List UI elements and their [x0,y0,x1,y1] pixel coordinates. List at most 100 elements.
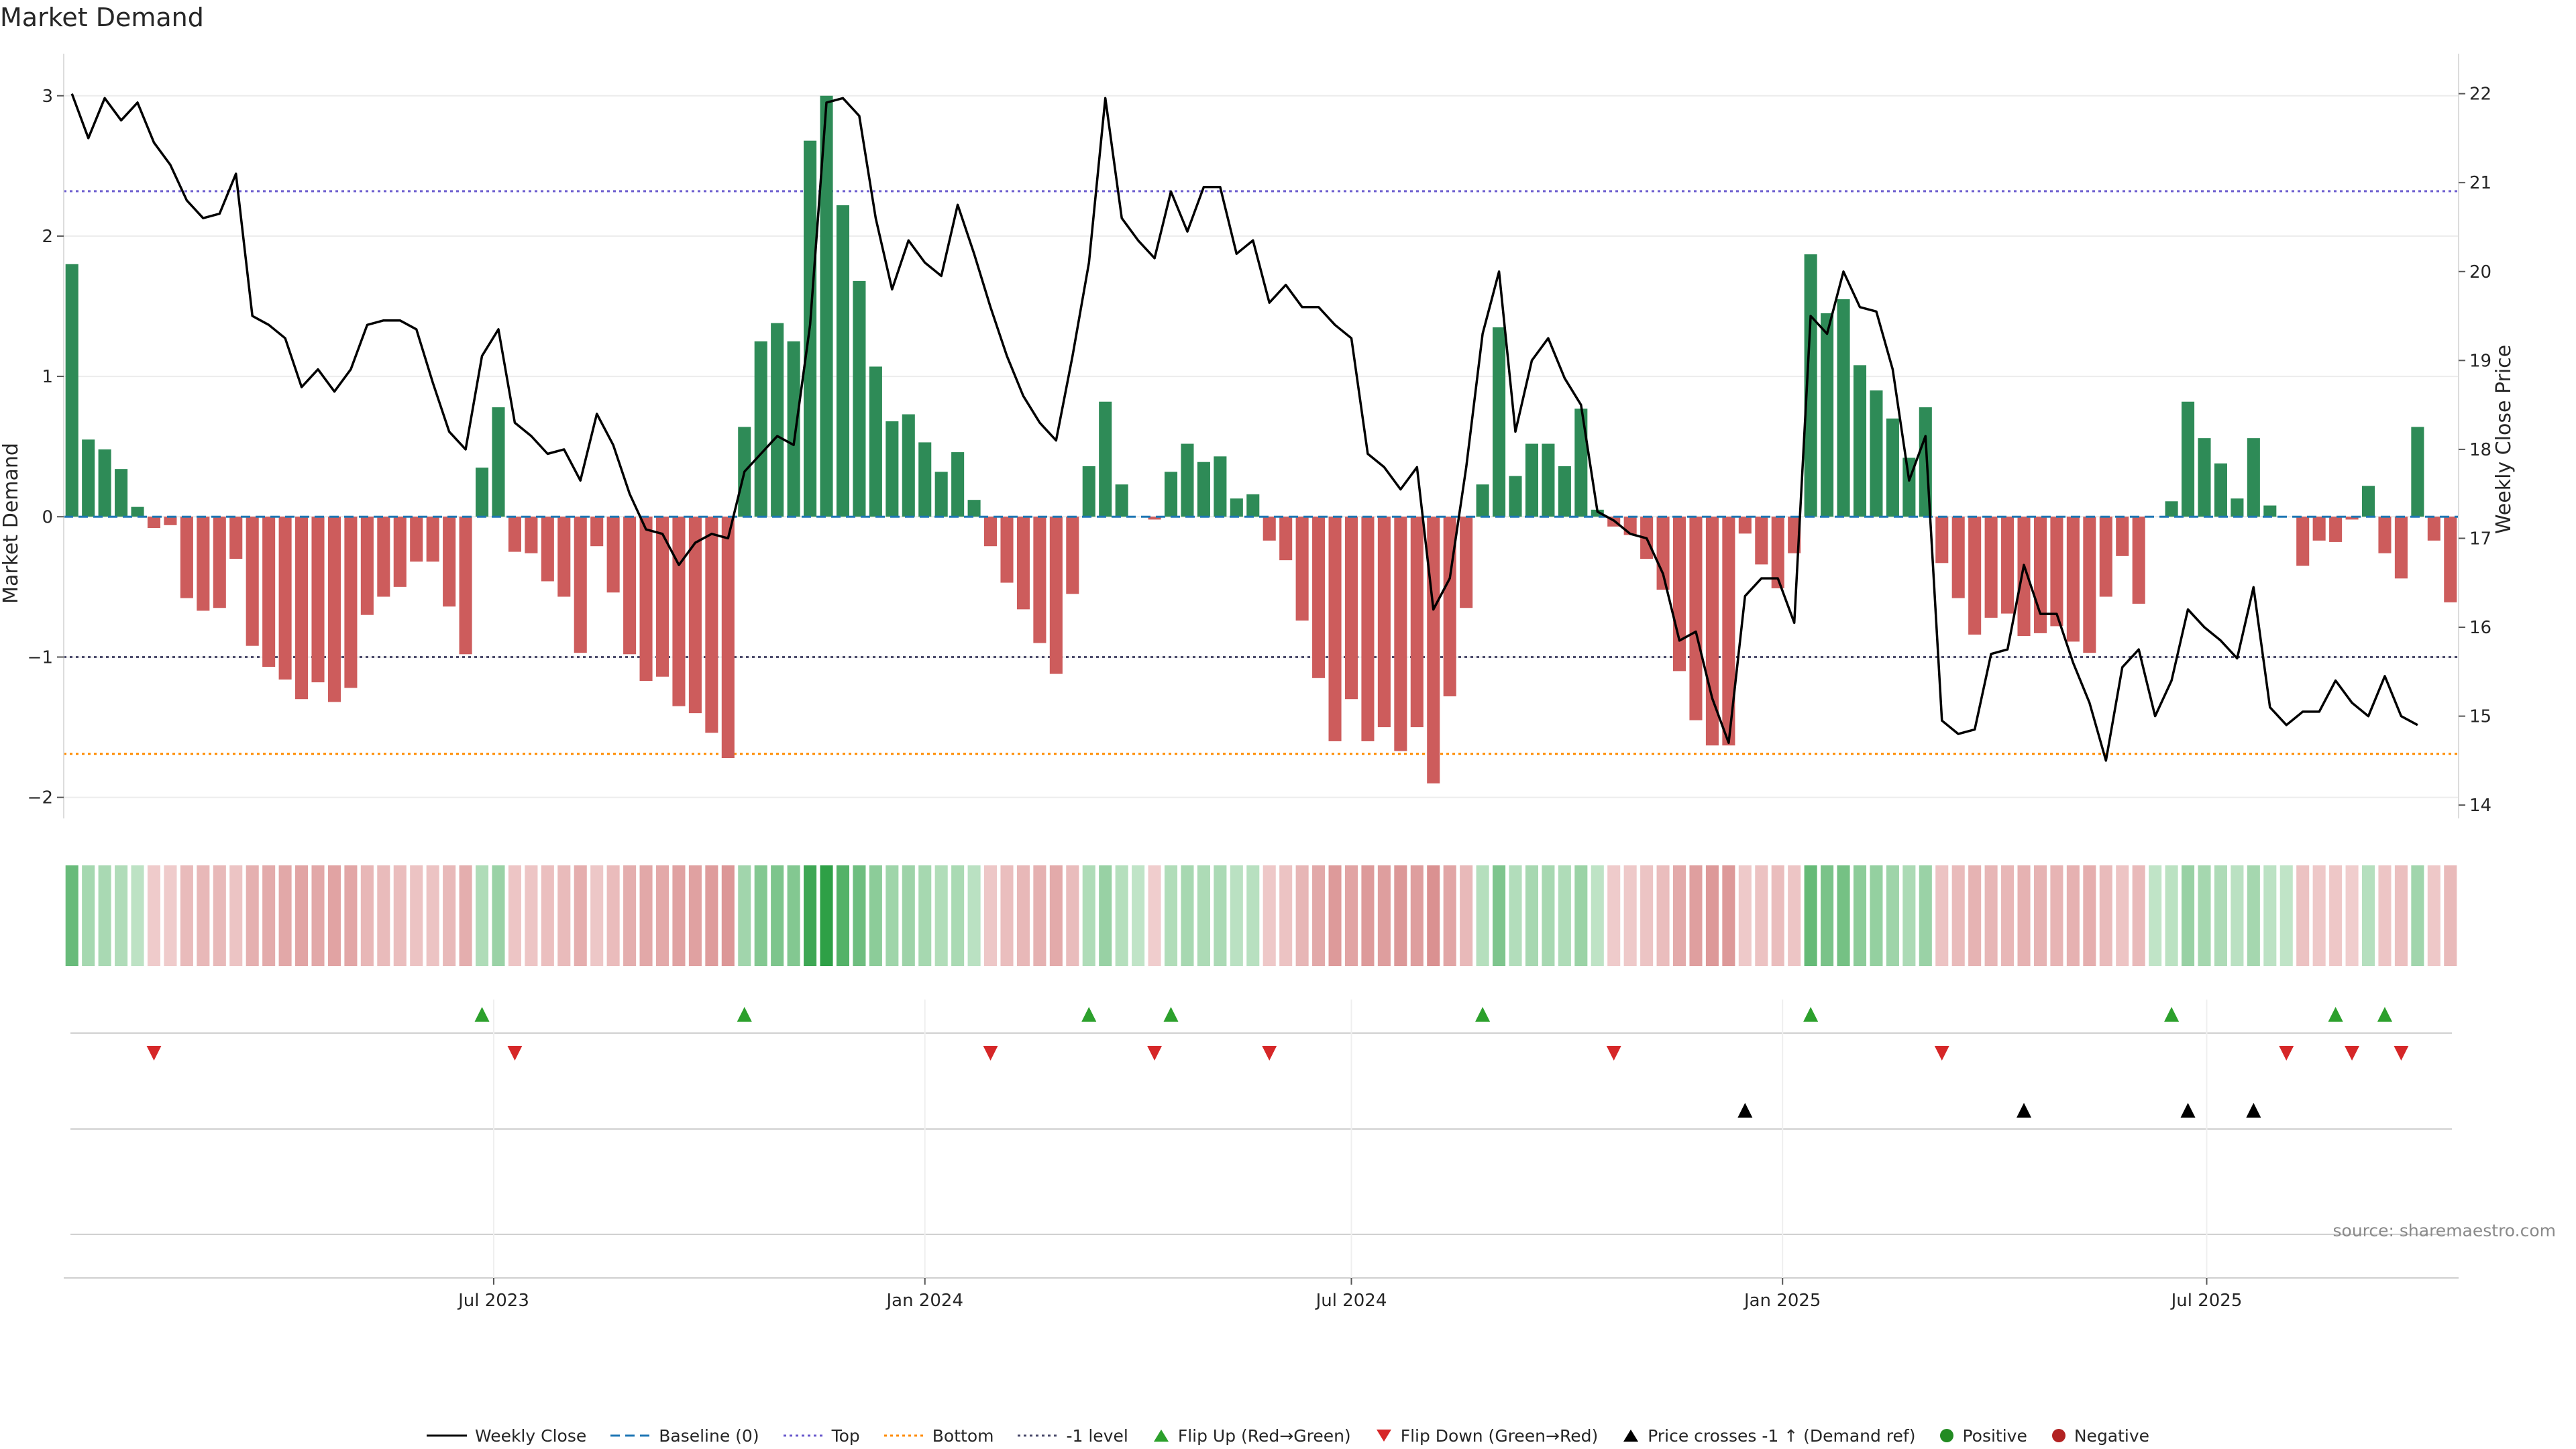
heat-cell [1197,865,1210,966]
heat-cell [2099,865,2112,966]
heat-cell [2279,865,2293,966]
price-cross-marker [1737,1103,1753,1118]
demand-bar [787,341,800,517]
x-tick-label: Jul 2023 [457,1291,529,1311]
demand-bar [1968,517,1982,635]
demand-bar [295,517,309,700]
heat-cell [2182,865,2195,966]
demand-bar [1197,462,1210,517]
demand-bar [2312,517,2326,541]
triangle-up-icon [1153,1430,1169,1442]
heat-cell [1804,865,1817,966]
demand-bar [754,341,767,517]
heat-cell [1493,865,1506,966]
demand-bar [2296,517,2310,566]
y2-tick-label: 15 [2469,707,2491,727]
source-note: source: sharemaestro.com [2332,1221,2557,1240]
demand-bar [475,468,489,517]
heat-cell [98,865,111,966]
demand-bar [1115,484,1128,517]
demand-bar [1230,498,1243,517]
legend-negative: Negative [2051,1426,2149,1446]
demand-bar [1591,509,1604,517]
heat-cell [246,865,259,966]
heat-cell [295,865,309,966]
flip-down-marker [983,1046,998,1061]
demand-bar [1771,517,1784,588]
heat-cell [655,865,669,966]
heat-cell [771,865,784,966]
y2-tick-label: 22 [2469,85,2491,105]
demand-bar [1689,517,1703,720]
heat-cell [213,865,226,966]
legend-flip-up: Flip Up (Red→Green) [1152,1426,1351,1446]
heat-cell [967,865,981,966]
heat-cell [147,865,161,966]
heat-cell [1312,865,1326,966]
demand-bar [2214,463,2227,517]
demand-bar [525,517,538,553]
heat-cell [229,865,243,966]
heat-cell [278,865,292,966]
demand-bar [443,517,456,607]
demand-bar [2083,517,2096,653]
heat-cell [2263,865,2277,966]
demand-bar [278,517,292,680]
demand-bars [65,95,2457,784]
heat-cell [1788,865,1801,966]
demand-bar [1033,517,1046,643]
demand-bar [2001,517,2015,614]
demand-bar [771,323,784,517]
heat-cell [1919,865,1932,966]
heat-cell [393,865,407,966]
demand-bar [2329,517,2343,542]
demand-bar [623,517,637,655]
heat-cell [590,865,604,966]
flip-up-marker [2328,1007,2343,1022]
x-tick-label: Jul 2024 [1315,1291,1387,1311]
y2-tick-label: 20 [2469,262,2491,282]
demand-bar [1427,517,1440,784]
demand-bar [2099,517,2112,597]
y-axis-label: Market Demand [0,443,23,604]
demand-bar [1672,517,1686,672]
heat-cell [1886,865,1899,966]
demand-bar [1263,517,1276,541]
demand-bar [2066,517,2080,642]
y2-tick-label: 21 [2469,173,2491,193]
demand-bar [2050,517,2063,627]
circle-icon [2051,1429,2065,1442]
heat-cell [1853,865,1867,966]
heat-cell [984,865,998,966]
price-line-layer [70,93,2418,762]
demand-bar [1000,517,1014,583]
heat-cell [1656,865,1670,966]
demand-bar [1344,517,1358,700]
legend-minus1: -1 level [1018,1426,1128,1446]
demand-bar [541,517,554,582]
heat-cell [623,865,637,966]
grid-layer [64,95,2459,798]
heat-cell [557,865,571,966]
demand-bar [508,517,521,552]
circle-icon [1940,1429,1954,1442]
demand-bar [2132,517,2145,604]
demand-bar [82,439,95,517]
demand-bar [1935,517,1949,564]
heat-cell [1410,865,1424,966]
demand-bar [853,280,866,517]
demand-bar [1164,472,1178,517]
heat-cell [2444,865,2457,966]
demand-bar [2411,427,2424,517]
demand-bar [1295,517,1309,621]
y2-axis-label: Weekly Close Price [2492,345,2516,534]
demand-bar [639,517,653,682]
flip-down-marker [1262,1046,1277,1061]
heat-cell [787,865,800,966]
legend-label: Weekly Close [474,1426,587,1446]
flip-down-marker [2279,1046,2294,1061]
heat-cell [2083,865,2096,966]
heat-cell [1295,865,1309,966]
demand-bar [2182,401,2195,517]
demand-bar [951,452,965,517]
